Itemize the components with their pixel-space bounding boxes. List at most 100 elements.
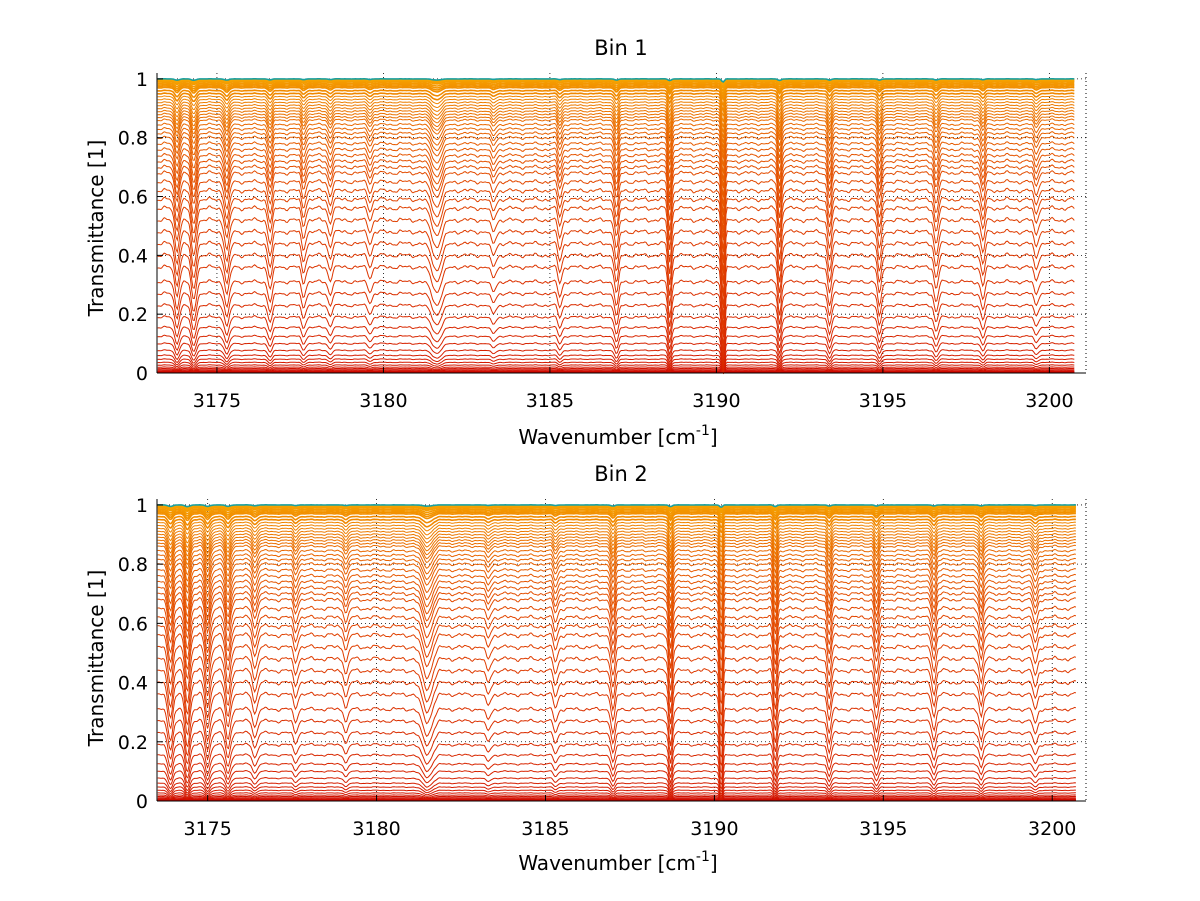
series-line bbox=[157, 196, 1075, 274]
series-line bbox=[157, 596, 1077, 650]
x-tick-label: 3200 bbox=[1028, 818, 1076, 840]
series-line bbox=[157, 643, 1077, 704]
y-tick-label: 0.4 bbox=[118, 245, 148, 267]
series-group bbox=[157, 77, 1075, 375]
x-tick-label: 3190 bbox=[692, 390, 740, 412]
series-line bbox=[157, 361, 1075, 375]
series-line bbox=[157, 527, 1076, 548]
y-tick-label: 0.8 bbox=[118, 128, 148, 150]
series-line bbox=[157, 118, 1075, 159]
series-line bbox=[157, 544, 1076, 577]
series-line bbox=[157, 264, 1075, 338]
series-line bbox=[157, 503, 1076, 508]
x-tick-label: 3195 bbox=[859, 818, 907, 840]
y-tick-label: 0.6 bbox=[118, 613, 148, 635]
series-line bbox=[157, 152, 1075, 216]
series-line bbox=[157, 762, 1076, 790]
series-line bbox=[157, 85, 1075, 99]
x-axis-label-main: Wavenumber [cm bbox=[518, 851, 696, 875]
series-line bbox=[157, 561, 1077, 603]
subplot-title: Bin 1 bbox=[594, 36, 648, 60]
series-line bbox=[157, 158, 1075, 224]
y-tick-label: 0 bbox=[136, 363, 148, 385]
axes-frame bbox=[156, 73, 1087, 374]
y-tick-label: 1 bbox=[136, 495, 148, 517]
x-axis-label: Wavenumber [cm-1] bbox=[518, 423, 717, 449]
y-tick-label: 1 bbox=[136, 69, 148, 91]
series-line bbox=[157, 103, 1075, 133]
series-line bbox=[157, 126, 1075, 174]
series-line bbox=[157, 782, 1076, 797]
x-axis-label-superscript: -1 bbox=[696, 849, 710, 865]
series-line bbox=[157, 370, 1075, 374]
series-line bbox=[157, 535, 1076, 563]
series-line bbox=[157, 83, 1075, 96]
series-line bbox=[157, 135, 1075, 189]
series-line bbox=[157, 358, 1075, 375]
y-tick-label: 0.4 bbox=[118, 673, 148, 695]
y-tick-label: 0.6 bbox=[118, 187, 148, 209]
series-line bbox=[157, 776, 1076, 795]
series-line bbox=[157, 79, 1075, 88]
series-line bbox=[157, 794, 1076, 801]
series-line bbox=[157, 521, 1076, 539]
series-line bbox=[157, 367, 1075, 374]
x-tick-label: 3195 bbox=[859, 390, 907, 412]
series-line bbox=[157, 792, 1076, 800]
series-line bbox=[157, 141, 1075, 198]
series-line bbox=[157, 742, 1076, 781]
y-tick-labels: 0 0.2 0.4 0.6 0.8 1 bbox=[118, 495, 148, 813]
series-line bbox=[157, 369, 1075, 374]
series-line bbox=[157, 541, 1076, 572]
series-line bbox=[157, 789, 1076, 799]
series-line bbox=[157, 240, 1075, 319]
series-line bbox=[157, 614, 1077, 672]
y-tick-label: 0 bbox=[136, 791, 148, 813]
series-line bbox=[157, 584, 1077, 636]
y-tick-label: 0.2 bbox=[118, 304, 148, 326]
x-tick-label: 3200 bbox=[1025, 390, 1073, 412]
series-line bbox=[157, 205, 1075, 284]
series-line bbox=[157, 538, 1076, 568]
y-axis-label: Transmittance [1] bbox=[84, 570, 108, 748]
series-line bbox=[157, 512, 1076, 524]
series-line bbox=[157, 679, 1077, 737]
series-line bbox=[157, 109, 1075, 144]
series-line bbox=[157, 795, 1076, 801]
series-line bbox=[157, 98, 1075, 122]
series-line bbox=[157, 769, 1076, 793]
series-line bbox=[157, 89, 1075, 108]
series-line bbox=[157, 106, 1075, 139]
series-line bbox=[157, 548, 1076, 583]
series-line bbox=[157, 122, 1075, 167]
series-line bbox=[157, 77, 1075, 83]
series-line bbox=[157, 797, 1076, 801]
series-line bbox=[157, 314, 1075, 364]
series-group bbox=[157, 503, 1077, 802]
axes-frame bbox=[156, 499, 1087, 802]
series-line bbox=[157, 786, 1076, 798]
series-line bbox=[157, 511, 1076, 521]
y-tick-labels: 0 0.2 0.4 0.6 0.8 1 bbox=[118, 69, 148, 385]
series-line bbox=[157, 579, 1077, 628]
series-line bbox=[157, 509, 1076, 519]
x-tick-label: 3180 bbox=[352, 818, 400, 840]
series-line bbox=[157, 573, 1077, 620]
series-line bbox=[157, 95, 1075, 117]
series-line bbox=[157, 354, 1075, 375]
series-line bbox=[157, 524, 1076, 543]
series-line bbox=[157, 131, 1075, 181]
series-line bbox=[157, 115, 1075, 154]
series-line bbox=[157, 718, 1077, 768]
series-line bbox=[157, 518, 1076, 534]
series-line bbox=[157, 146, 1075, 207]
subplot-bin-1: Bin 1 0 0.2 0.4 0.6 0.8 1 3175 3180 3185 3190 319… bbox=[84, 36, 1087, 449]
x-axis-label-superscript: -1 bbox=[696, 423, 710, 439]
series-line bbox=[157, 364, 1075, 374]
series-line bbox=[157, 325, 1075, 368]
x-axis-label-tail: ] bbox=[710, 851, 718, 875]
series-line bbox=[157, 631, 1077, 692]
subplot-bin-2: Bin 2 0 0.2 0.4 0.6 0.8 1 3175 3180 3185 3190 319… bbox=[84, 462, 1087, 875]
series-line bbox=[157, 623, 1077, 682]
